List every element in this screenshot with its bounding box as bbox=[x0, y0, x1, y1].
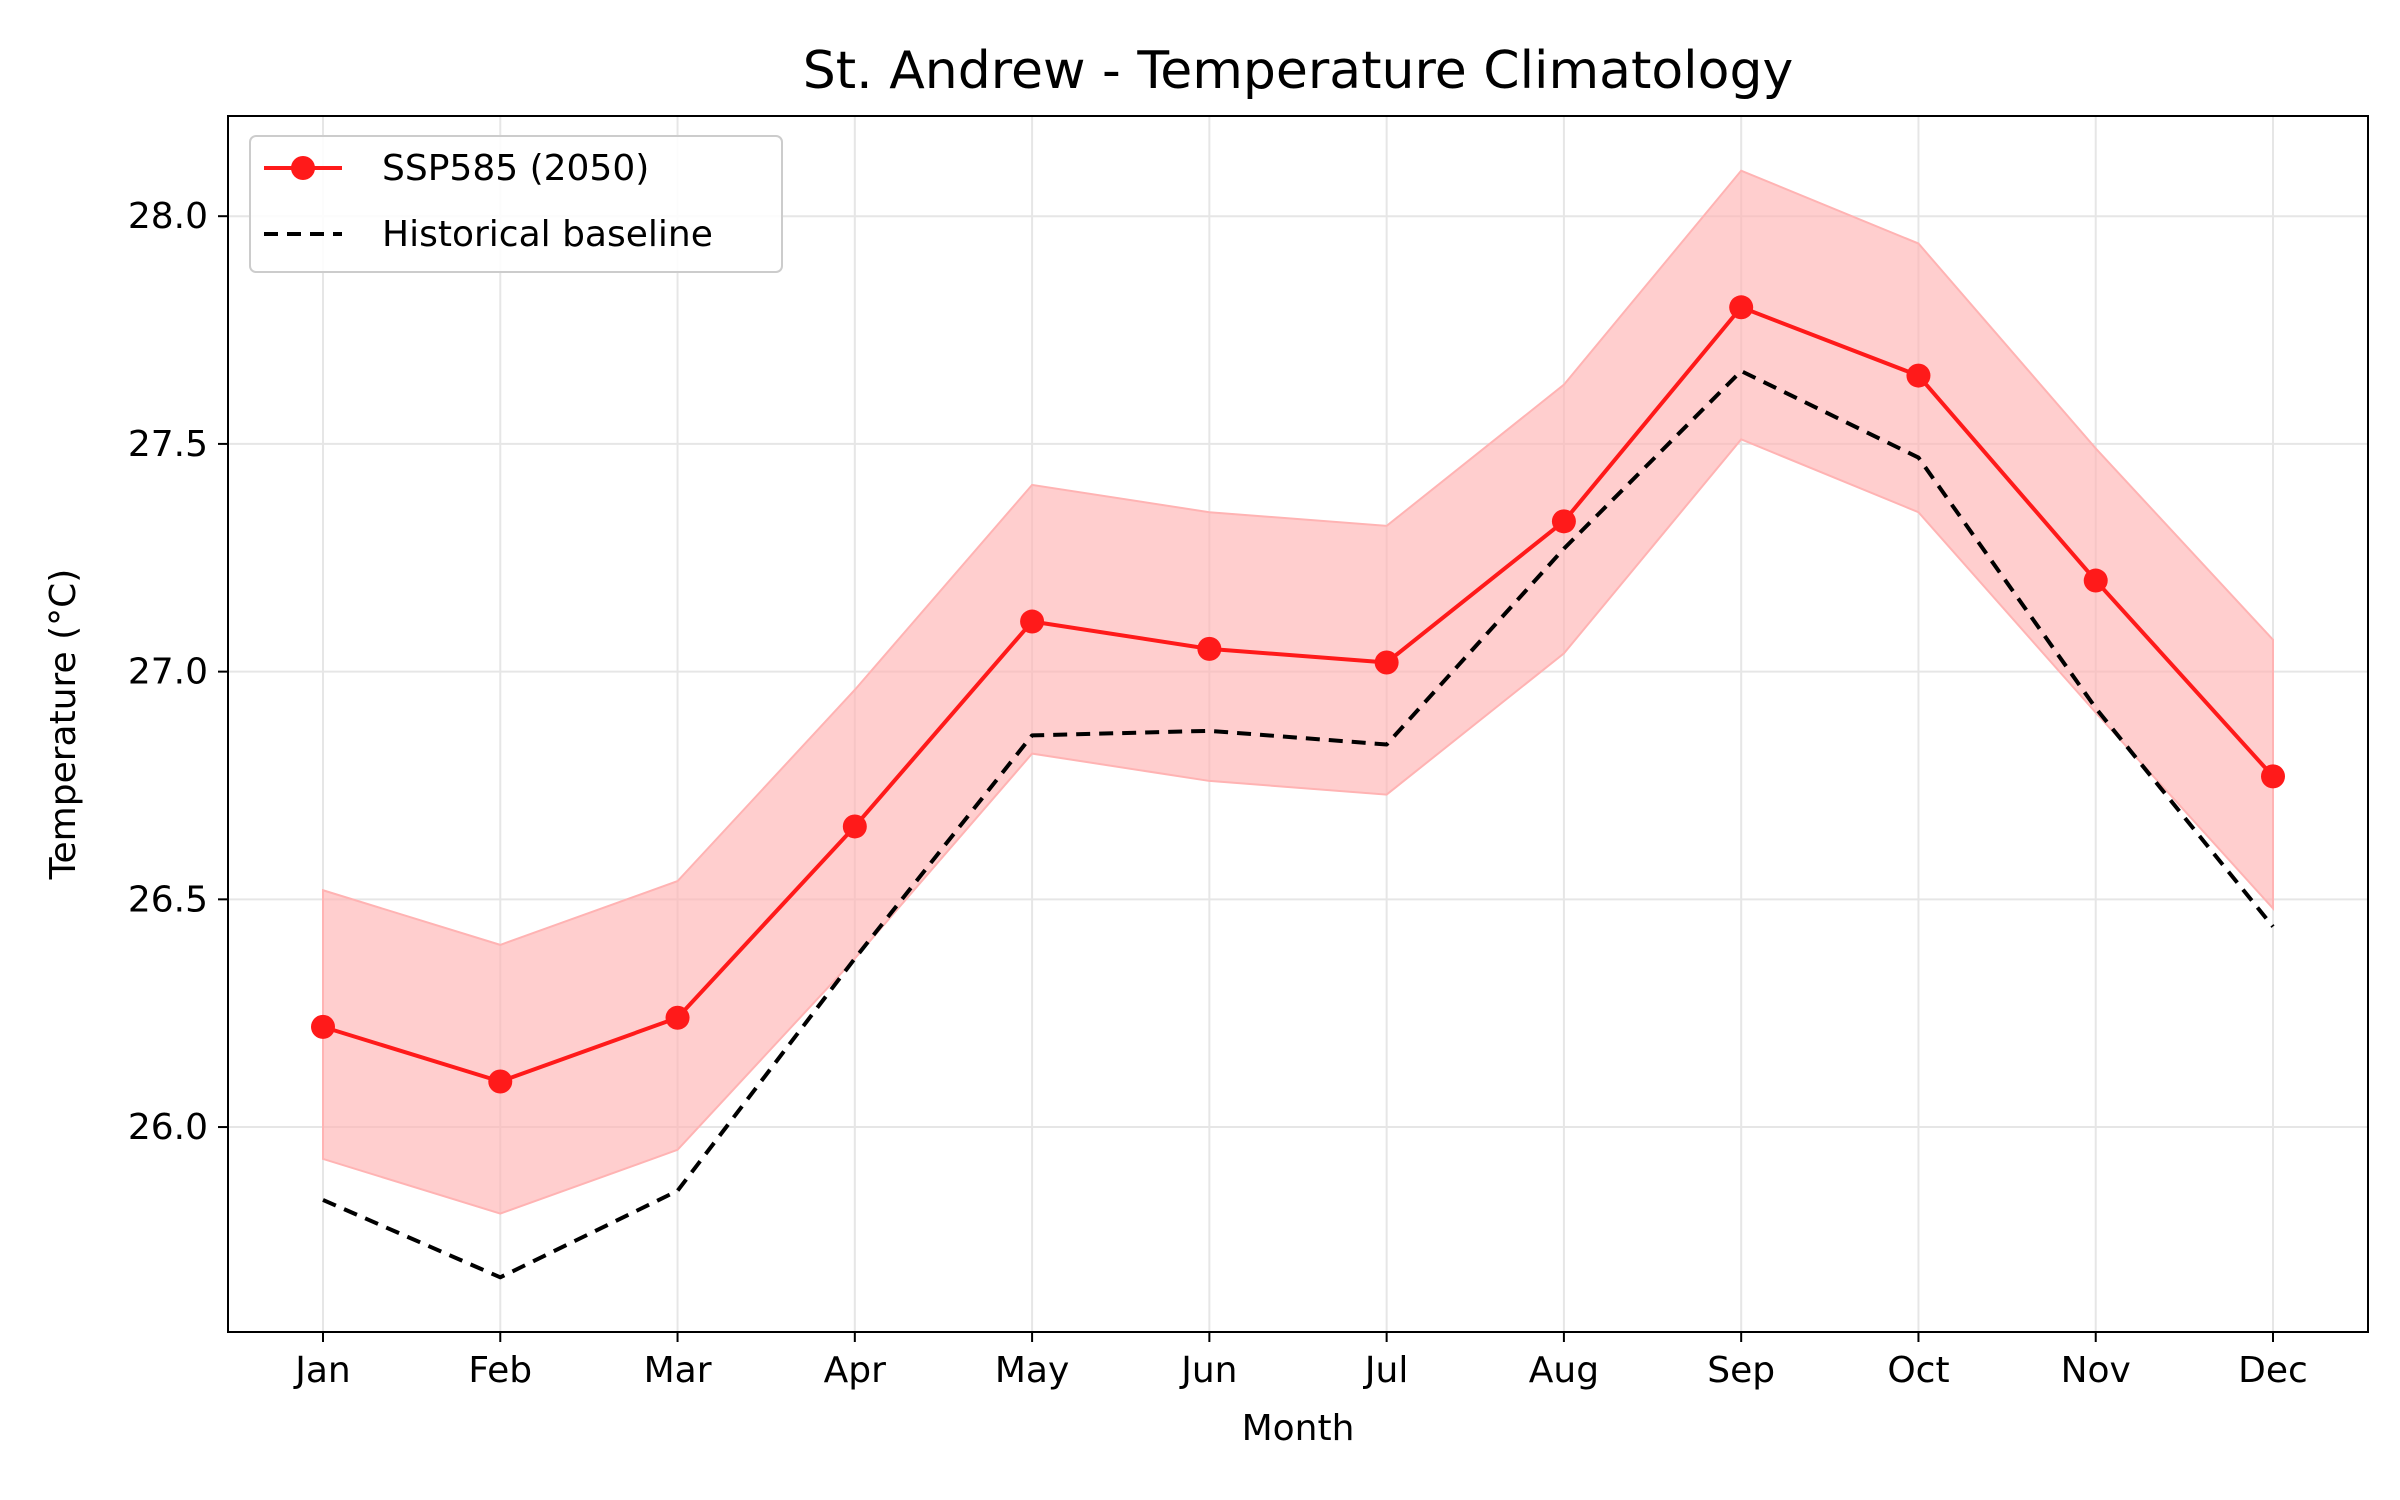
ssp585-point bbox=[1551, 509, 1576, 534]
ssp585-point bbox=[1197, 636, 1222, 661]
y-tick-label: 28.0 bbox=[128, 196, 208, 237]
y-tick-label: 26.5 bbox=[128, 879, 208, 920]
y-tick-label: 26.0 bbox=[128, 1107, 208, 1148]
chart-title: St. Andrew - Temperature Climatology bbox=[803, 41, 1793, 101]
x-tick-label: Sep bbox=[1707, 1350, 1775, 1391]
ssp585-point bbox=[1020, 609, 1045, 634]
ssp585-point bbox=[2261, 764, 2285, 789]
legend-box bbox=[249, 135, 783, 273]
x-tick-label: Aug bbox=[1529, 1350, 1599, 1391]
y-axis-label: Temperature (°C) bbox=[43, 569, 84, 881]
ssp585-point bbox=[1906, 363, 1931, 388]
x-tick-label: Apr bbox=[824, 1350, 886, 1391]
tick-layer: Jan Feb Mar Apr May Jun Jul Aug Sep Oct Nov Dec 26.0… bbox=[128, 196, 2308, 1391]
ssp585-point bbox=[2083, 568, 2108, 593]
ssp585-point bbox=[311, 1014, 335, 1039]
x-axis-label: Month bbox=[1242, 1408, 1355, 1449]
x-tick-label: May bbox=[995, 1350, 1069, 1391]
x-tick-label: Jul bbox=[1363, 1350, 1408, 1391]
line-layer bbox=[322, 305, 2275, 1280]
ssp585-line bbox=[322, 305, 2275, 1084]
marker-layer bbox=[311, 295, 2285, 1094]
x-tick-label: Nov bbox=[2061, 1350, 2131, 1391]
x-tick-label: Dec bbox=[2238, 1350, 2308, 1391]
band-layer bbox=[322, 169, 2274, 1215]
legend-label: SSP585 (2050) bbox=[382, 148, 649, 189]
x-tick-label: Jan bbox=[293, 1350, 351, 1391]
plot-frame bbox=[227, 115, 2369, 1333]
ssp585-point bbox=[1729, 295, 1754, 320]
historical-baseline-line bbox=[322, 369, 2275, 1280]
y-tick-label: 27.5 bbox=[128, 424, 208, 465]
legend-label: Historical baseline bbox=[382, 214, 713, 255]
x-tick-label: Jun bbox=[1179, 1350, 1237, 1391]
x-tick-label: Oct bbox=[1887, 1350, 1949, 1391]
uncertainty-band bbox=[322, 169, 2274, 1215]
x-tick-label: Feb bbox=[468, 1350, 532, 1391]
ssp585-point bbox=[1374, 650, 1399, 675]
ssp585-point bbox=[488, 1069, 513, 1094]
ssp585-point bbox=[665, 1005, 690, 1030]
ssp585-point bbox=[842, 814, 867, 839]
legend: SSP585 (2050) Historical baseline bbox=[249, 135, 783, 273]
y-tick-label: 27.0 bbox=[128, 652, 208, 693]
x-tick-label: Mar bbox=[644, 1350, 712, 1391]
legend-swatch-marker bbox=[291, 156, 315, 180]
